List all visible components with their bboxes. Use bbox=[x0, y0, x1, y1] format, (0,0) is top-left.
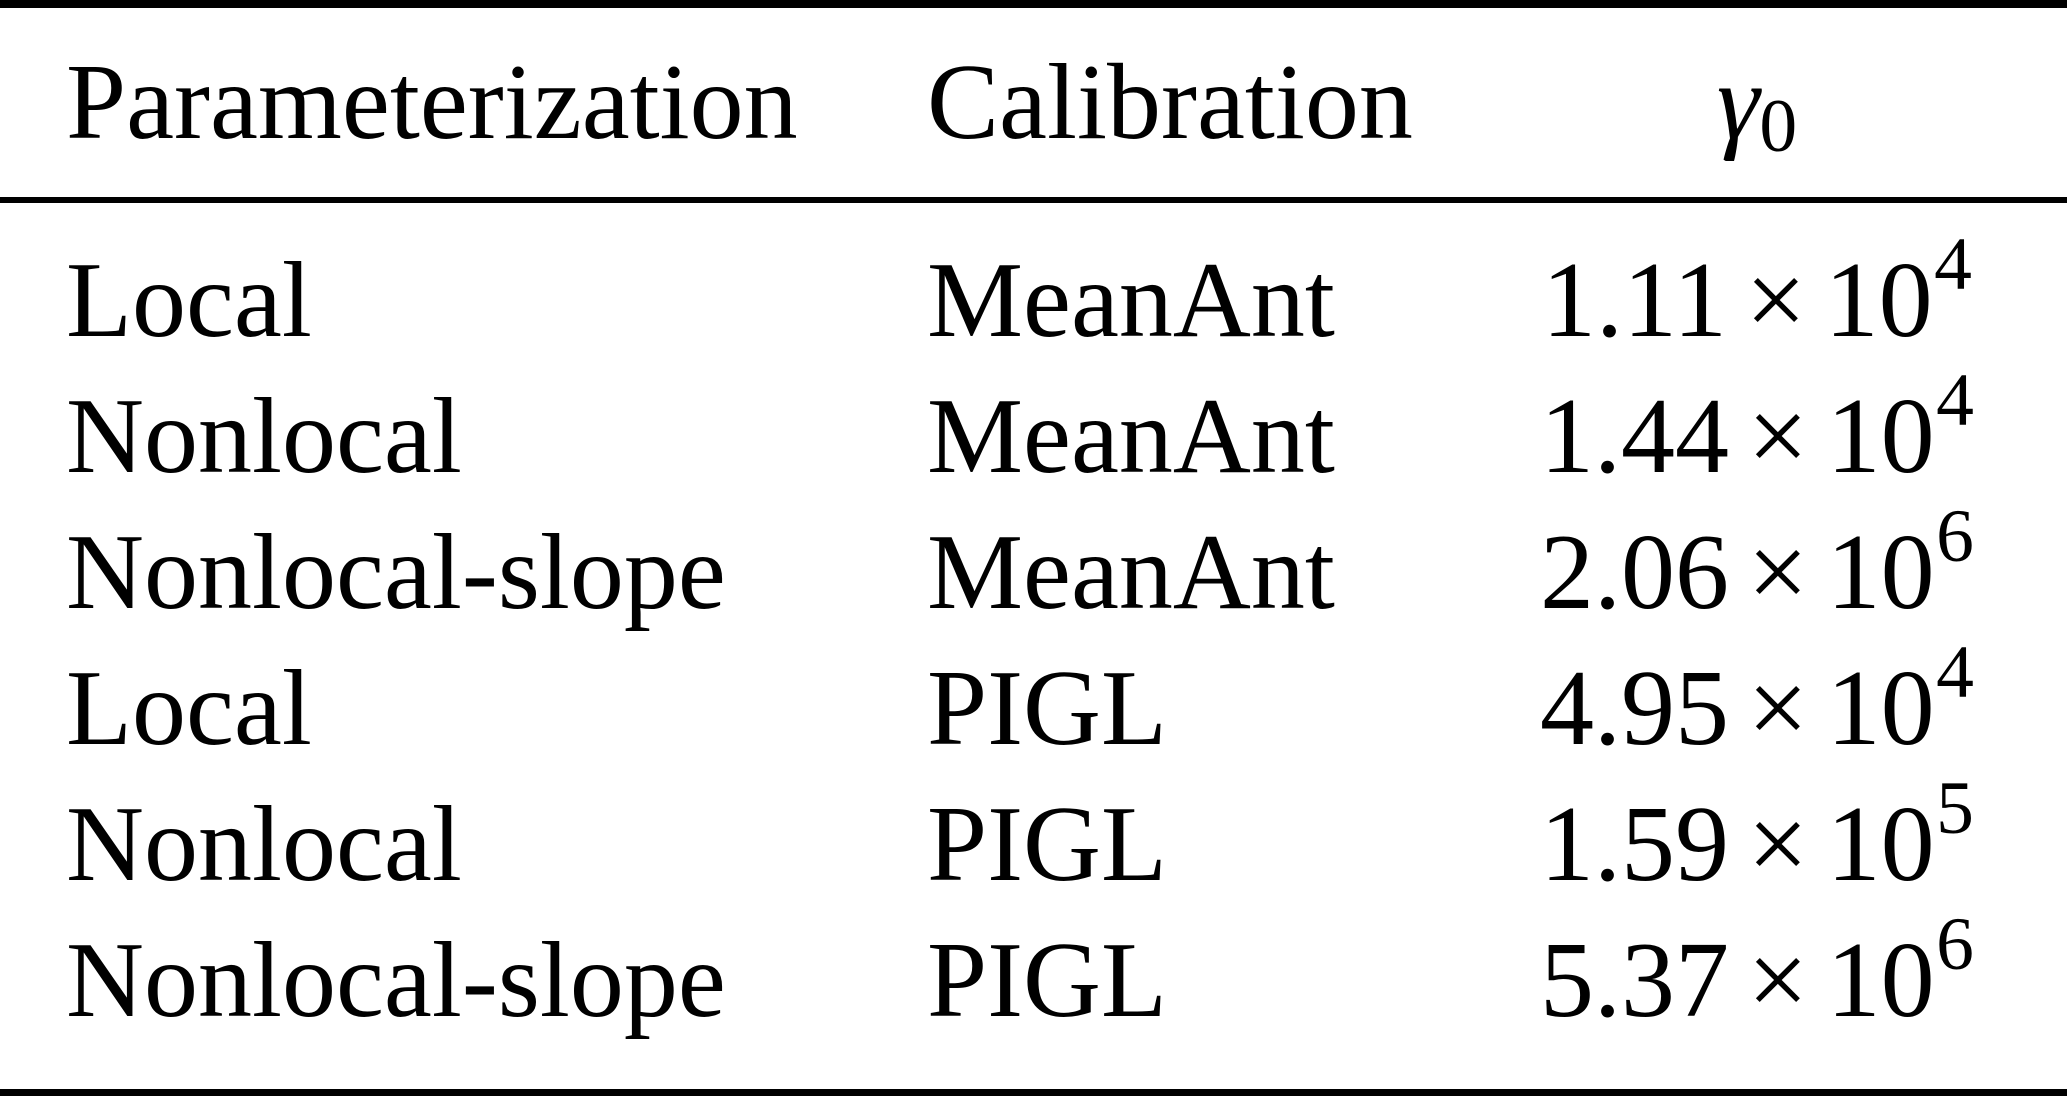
table-row: Nonlocal PIGL 1.59 × 105 bbox=[0, 771, 2067, 913]
cell-gamma0-value: 1.44 × 104 bbox=[1447, 363, 2067, 491]
cell-gamma0-value: 1.59 × 105 bbox=[1447, 771, 2067, 899]
cell-parameterization: Local bbox=[66, 241, 312, 360]
table-row: Nonlocal-slope MeanAnt 2.06 × 106 bbox=[0, 499, 2067, 641]
value-base: 10 bbox=[1826, 513, 1935, 632]
cell-parameterization: Local bbox=[66, 649, 312, 768]
table-row: Local MeanAnt 1.11 × 104 bbox=[0, 227, 2067, 369]
times-sign: × bbox=[1747, 649, 1809, 768]
table-header-row: Parameterization Calibration γ0 bbox=[0, 8, 2067, 197]
value-exponent: 4 bbox=[1936, 359, 1974, 443]
value-base: 10 bbox=[1826, 377, 1935, 496]
cell-calibration: MeanAnt bbox=[927, 513, 1335, 632]
table-row: Nonlocal-slope PIGL 5.37 × 106 bbox=[0, 907, 2067, 1049]
times-sign: × bbox=[1747, 377, 1809, 496]
cell-calibration: MeanAnt bbox=[927, 241, 1335, 360]
table-row: Nonlocal MeanAnt 1.44 × 104 bbox=[0, 363, 2067, 505]
table-body: Local MeanAnt 1.11 × 104 Nonlocal MeanAnt … bbox=[0, 203, 2067, 1049]
value-base: 10 bbox=[1826, 649, 1935, 768]
cell-parameterization: Nonlocal-slope bbox=[66, 513, 726, 632]
times-sign: × bbox=[1747, 785, 1809, 904]
cell-calibration: MeanAnt bbox=[927, 377, 1335, 496]
value-base: 10 bbox=[1826, 921, 1935, 1040]
cell-parameterization: Nonlocal-slope bbox=[66, 921, 726, 1040]
value-mantissa: 5.37 bbox=[1540, 921, 1730, 1040]
table-row: Local PIGL 4.95 × 104 bbox=[0, 635, 2067, 777]
value-exponent: 4 bbox=[1934, 223, 1972, 307]
table-mid-rule bbox=[0, 197, 2067, 203]
value-exponent: 4 bbox=[1936, 631, 1974, 715]
value-exponent: 6 bbox=[1936, 903, 1974, 987]
header-parameterization: Parameterization bbox=[66, 42, 798, 162]
cell-gamma0-value: 2.06 × 106 bbox=[1447, 499, 2067, 627]
value-exponent: 6 bbox=[1936, 495, 1974, 579]
cell-calibration: PIGL bbox=[927, 649, 1167, 768]
cell-gamma0-value: 5.37 × 106 bbox=[1447, 907, 2067, 1035]
table-top-rule bbox=[0, 0, 2067, 8]
gamma-subscript: 0 bbox=[1759, 85, 1798, 169]
value-exponent: 5 bbox=[1936, 767, 1974, 851]
cell-parameterization: Nonlocal bbox=[66, 377, 462, 496]
times-sign: × bbox=[1747, 513, 1809, 632]
header-calibration: Calibration bbox=[927, 42, 1413, 162]
gamma-symbol: γ bbox=[1716, 42, 1760, 162]
times-sign: × bbox=[1747, 921, 1809, 1040]
cell-gamma0-value: 4.95 × 104 bbox=[1447, 635, 2067, 763]
table-bottom-rule bbox=[0, 1089, 2067, 1096]
cell-gamma0-value: 1.11 × 104 bbox=[1447, 227, 2067, 355]
header-gamma0: γ0 bbox=[1447, 48, 2067, 164]
times-sign: × bbox=[1745, 241, 1807, 360]
value-mantissa: 1.59 bbox=[1540, 785, 1730, 904]
cell-calibration: PIGL bbox=[927, 785, 1167, 904]
cell-calibration: PIGL bbox=[927, 921, 1167, 1040]
value-mantissa: 1.44 bbox=[1540, 377, 1730, 496]
value-base: 10 bbox=[1824, 241, 1933, 360]
value-mantissa: 1.11 bbox=[1542, 241, 1728, 360]
value-base: 10 bbox=[1826, 785, 1935, 904]
cell-parameterization: Nonlocal bbox=[66, 785, 462, 904]
value-mantissa: 4.95 bbox=[1540, 649, 1730, 768]
value-mantissa: 2.06 bbox=[1540, 513, 1730, 632]
